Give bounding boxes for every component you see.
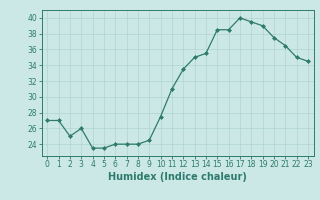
X-axis label: Humidex (Indice chaleur): Humidex (Indice chaleur): [108, 172, 247, 182]
